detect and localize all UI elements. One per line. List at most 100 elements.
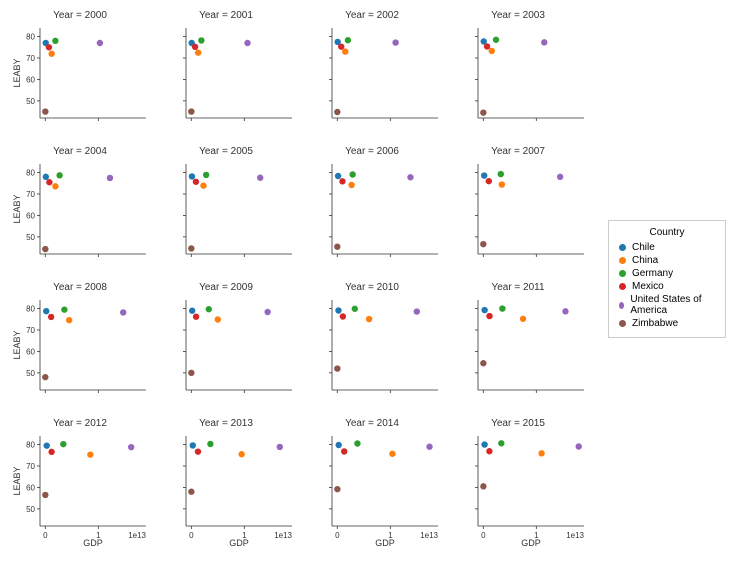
- data-point: [340, 313, 346, 319]
- legend-item: Chile: [619, 242, 715, 253]
- data-point: [339, 178, 345, 184]
- svg-text:LEABY: LEABY: [12, 330, 22, 359]
- data-point: [392, 39, 398, 45]
- legend-dot-icon: [619, 257, 626, 264]
- legend-item: United States of America: [619, 294, 715, 316]
- data-point: [480, 360, 486, 366]
- data-point: [277, 444, 283, 450]
- data-point: [562, 308, 568, 314]
- svg-text:1e13: 1e13: [420, 531, 438, 540]
- data-point: [43, 174, 49, 180]
- legend-label: United States of America: [630, 294, 715, 316]
- facet-cell: Year = 201250607080011e13GDPLEABY: [10, 418, 150, 548]
- data-point: [499, 305, 505, 311]
- facet-cell: Year = 2011: [448, 282, 588, 412]
- data-point: [42, 374, 48, 380]
- data-point: [484, 43, 490, 49]
- facet-cell: Year = 2000 50607080LEABY: [10, 10, 150, 140]
- panel-plot: [156, 160, 296, 276]
- data-point: [238, 451, 244, 457]
- data-point: [498, 171, 504, 177]
- data-point: [195, 49, 201, 55]
- data-point: [486, 313, 492, 319]
- svg-text:GDP: GDP: [375, 538, 395, 548]
- panel-plot: 50607080011e13GDPLEABY: [10, 432, 150, 548]
- panel-title: Year = 2008: [10, 282, 150, 293]
- data-point: [43, 308, 49, 314]
- panel-title: Year = 2005: [156, 146, 296, 157]
- data-point: [188, 245, 194, 251]
- data-point: [489, 48, 495, 54]
- legend-label: Germany: [632, 268, 673, 279]
- facet-cell: Year = 200450607080LEABY: [10, 146, 150, 276]
- panel-plot: 011e13GDP: [156, 432, 296, 548]
- data-point: [189, 173, 195, 179]
- data-point: [56, 172, 62, 178]
- svg-text:1e13: 1e13: [274, 531, 292, 540]
- legend-item: China: [619, 255, 715, 266]
- legend-title: Country: [619, 227, 715, 238]
- panel-title: Year = 2000: [10, 10, 150, 21]
- svg-text:80: 80: [26, 169, 35, 178]
- svg-text:GDP: GDP: [83, 538, 103, 548]
- data-point: [538, 450, 544, 456]
- data-point: [499, 181, 505, 187]
- data-point: [48, 314, 54, 320]
- legend-item: Mexico: [619, 281, 715, 292]
- data-point: [107, 175, 113, 181]
- data-point: [520, 316, 526, 322]
- facet-cell: Year = 2010: [302, 282, 442, 412]
- svg-text:50: 50: [26, 505, 35, 514]
- data-point: [200, 182, 206, 188]
- data-point: [42, 492, 48, 498]
- panel-title: Year = 2011: [448, 282, 588, 293]
- panel-title: Year = 2013: [156, 418, 296, 429]
- data-point: [128, 444, 134, 450]
- panel-title: Year = 2010: [302, 282, 442, 293]
- facet-cell: Year = 2013011e13GDP: [156, 418, 296, 548]
- legend-dot-icon: [619, 283, 626, 290]
- svg-text:0: 0: [43, 531, 48, 540]
- data-point: [480, 109, 486, 115]
- data-point: [334, 486, 340, 492]
- data-point: [207, 441, 213, 447]
- data-point: [486, 448, 492, 454]
- data-point: [215, 316, 221, 322]
- svg-text:80: 80: [26, 305, 35, 314]
- data-point: [87, 451, 93, 457]
- legend-label: China: [632, 255, 658, 266]
- svg-text:60: 60: [26, 483, 35, 492]
- facet-cell: Year = 2005: [156, 146, 296, 276]
- data-point: [193, 179, 199, 185]
- panel-title: Year = 2002: [302, 10, 442, 21]
- panel-title: Year = 2001: [156, 10, 296, 21]
- data-point: [354, 440, 360, 446]
- panel-plot: 011e13GDP: [302, 432, 442, 548]
- data-point: [334, 109, 340, 115]
- facet-grid: Year = 2000 50607080LEABY Year = 2001 Year …: [10, 10, 588, 548]
- data-point: [345, 37, 351, 43]
- panel-plot: 50607080LEABY: [10, 24, 150, 140]
- data-point: [48, 51, 54, 57]
- data-point: [52, 38, 58, 44]
- svg-text:1e13: 1e13: [566, 531, 584, 540]
- svg-text:GDP: GDP: [229, 538, 249, 548]
- data-point: [335, 442, 341, 448]
- data-point: [342, 48, 348, 54]
- data-point: [66, 317, 72, 323]
- panel-plot: [448, 160, 588, 276]
- data-point: [493, 37, 499, 43]
- svg-text:LEABY: LEABY: [12, 194, 22, 223]
- legend-dot-icon: [619, 320, 626, 327]
- data-point: [486, 178, 492, 184]
- panel-plot: [302, 24, 442, 140]
- data-point: [188, 370, 194, 376]
- legend-item: Germany: [619, 268, 715, 279]
- data-point: [481, 172, 487, 178]
- legend-label: Mexico: [632, 281, 664, 292]
- data-point: [335, 307, 341, 313]
- panel-plot: [156, 296, 296, 412]
- svg-text:1e13: 1e13: [128, 531, 146, 540]
- data-point: [44, 442, 50, 448]
- legend: Country Chile China Germany Mexico United St…: [608, 220, 726, 338]
